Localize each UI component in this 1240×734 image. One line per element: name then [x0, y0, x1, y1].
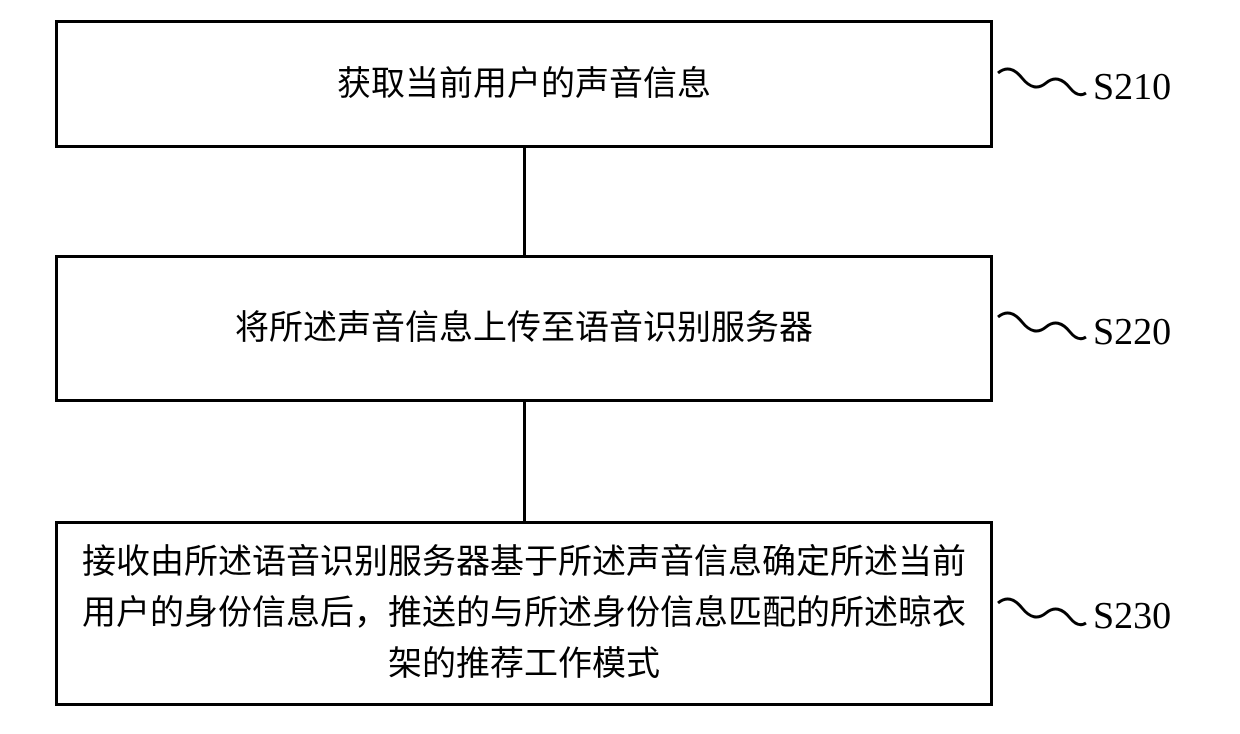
flowchart-step-2: 将所述声音信息上传至语音识别服务器 — [55, 255, 993, 402]
flowchart-container: 获取当前用户的声音信息 将所述声音信息上传至语音识别服务器 接收由所述语音识别服… — [0, 0, 1240, 734]
step-1-text: 获取当前用户的声音信息 — [337, 59, 711, 110]
flowchart-step-3: 接收由所述语音识别服务器基于所述声音信息确定所述当前用户的身份信息后，推送的与所… — [55, 521, 993, 706]
connector-1-2 — [523, 148, 526, 255]
step-label-3: S230 — [1093, 594, 1171, 638]
step-label-2: S220 — [1093, 310, 1171, 354]
squiggle-path-3 — [998, 599, 1086, 625]
squiggle-path-1 — [998, 69, 1086, 95]
connector-2-3 — [523, 402, 526, 521]
squiggle-3 — [998, 598, 1088, 638]
step-2-text: 将所述声音信息上传至语音识别服务器 — [235, 303, 813, 354]
flowchart-step-1: 获取当前用户的声音信息 — [55, 20, 993, 148]
squiggle-path-2 — [998, 313, 1086, 339]
step-3-text: 接收由所述语音识别服务器基于所述声音信息确定所述当前用户的身份信息后，推送的与所… — [78, 537, 970, 690]
squiggle-2 — [998, 312, 1088, 352]
step-label-1: S210 — [1093, 65, 1171, 109]
squiggle-1 — [998, 68, 1088, 108]
